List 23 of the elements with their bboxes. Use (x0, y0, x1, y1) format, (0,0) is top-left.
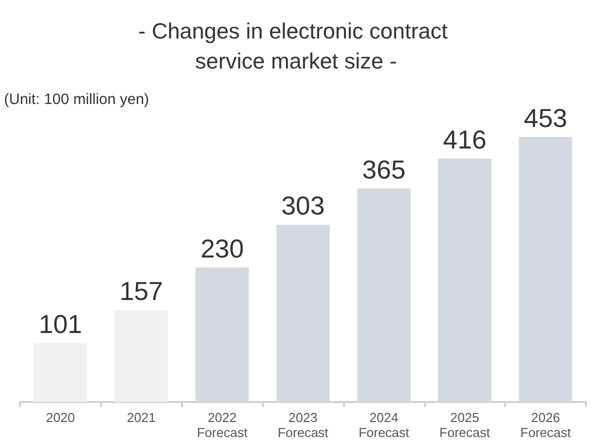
data-label: 157 (120, 276, 163, 306)
data-label: 230 (200, 233, 244, 264)
x-tick-label: 2025 Forecast (439, 410, 490, 440)
bar (195, 267, 249, 402)
chart-title: - Changes in electronic contract service market size - (138, 18, 454, 74)
x-tick-label: 2022 Forecast (196, 410, 248, 440)
text: (Unit: 100 million yen) (4, 91, 150, 108)
x-tick-label: 2021 (126, 410, 156, 425)
data-label: 416 (443, 124, 486, 155)
data-label: 101 (38, 308, 82, 339)
data-label: 303 (281, 190, 325, 221)
x-tick-label: 2024 Forecast (358, 410, 410, 440)
bar (34, 342, 88, 402)
data-label: 453 (524, 103, 568, 133)
bar (518, 137, 572, 402)
bar (276, 224, 330, 402)
x-tick-label: 2023 Forecast (278, 410, 329, 440)
x-tick-label: 2026 Forecast (520, 410, 572, 440)
bar (357, 188, 411, 402)
bar (438, 158, 492, 402)
data-label: 365 (362, 154, 406, 184)
bar (114, 310, 168, 402)
x-tick-label: 2020 (46, 410, 75, 425)
